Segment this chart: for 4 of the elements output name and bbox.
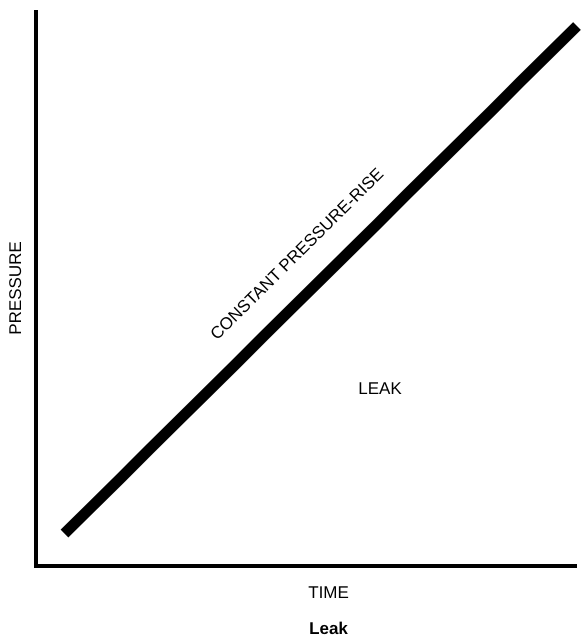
x-axis-title: TIME <box>308 583 349 602</box>
y-axis-title: PRESSURE <box>6 241 25 335</box>
text: Leak <box>309 619 348 638</box>
annotation: LEAK <box>358 379 402 398</box>
